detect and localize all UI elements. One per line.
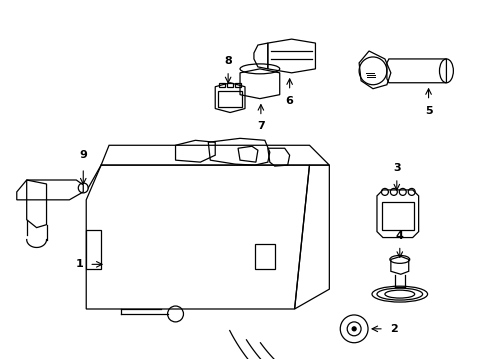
Text: 8: 8 bbox=[224, 56, 231, 66]
Text: 9: 9 bbox=[79, 150, 87, 160]
Text: 7: 7 bbox=[257, 121, 264, 131]
Text: 1: 1 bbox=[75, 259, 83, 269]
Text: 4: 4 bbox=[395, 230, 403, 240]
Text: 2: 2 bbox=[389, 324, 397, 334]
Text: 5: 5 bbox=[424, 105, 431, 116]
Text: 3: 3 bbox=[392, 163, 400, 173]
Text: 6: 6 bbox=[285, 96, 293, 105]
Circle shape bbox=[351, 327, 355, 331]
